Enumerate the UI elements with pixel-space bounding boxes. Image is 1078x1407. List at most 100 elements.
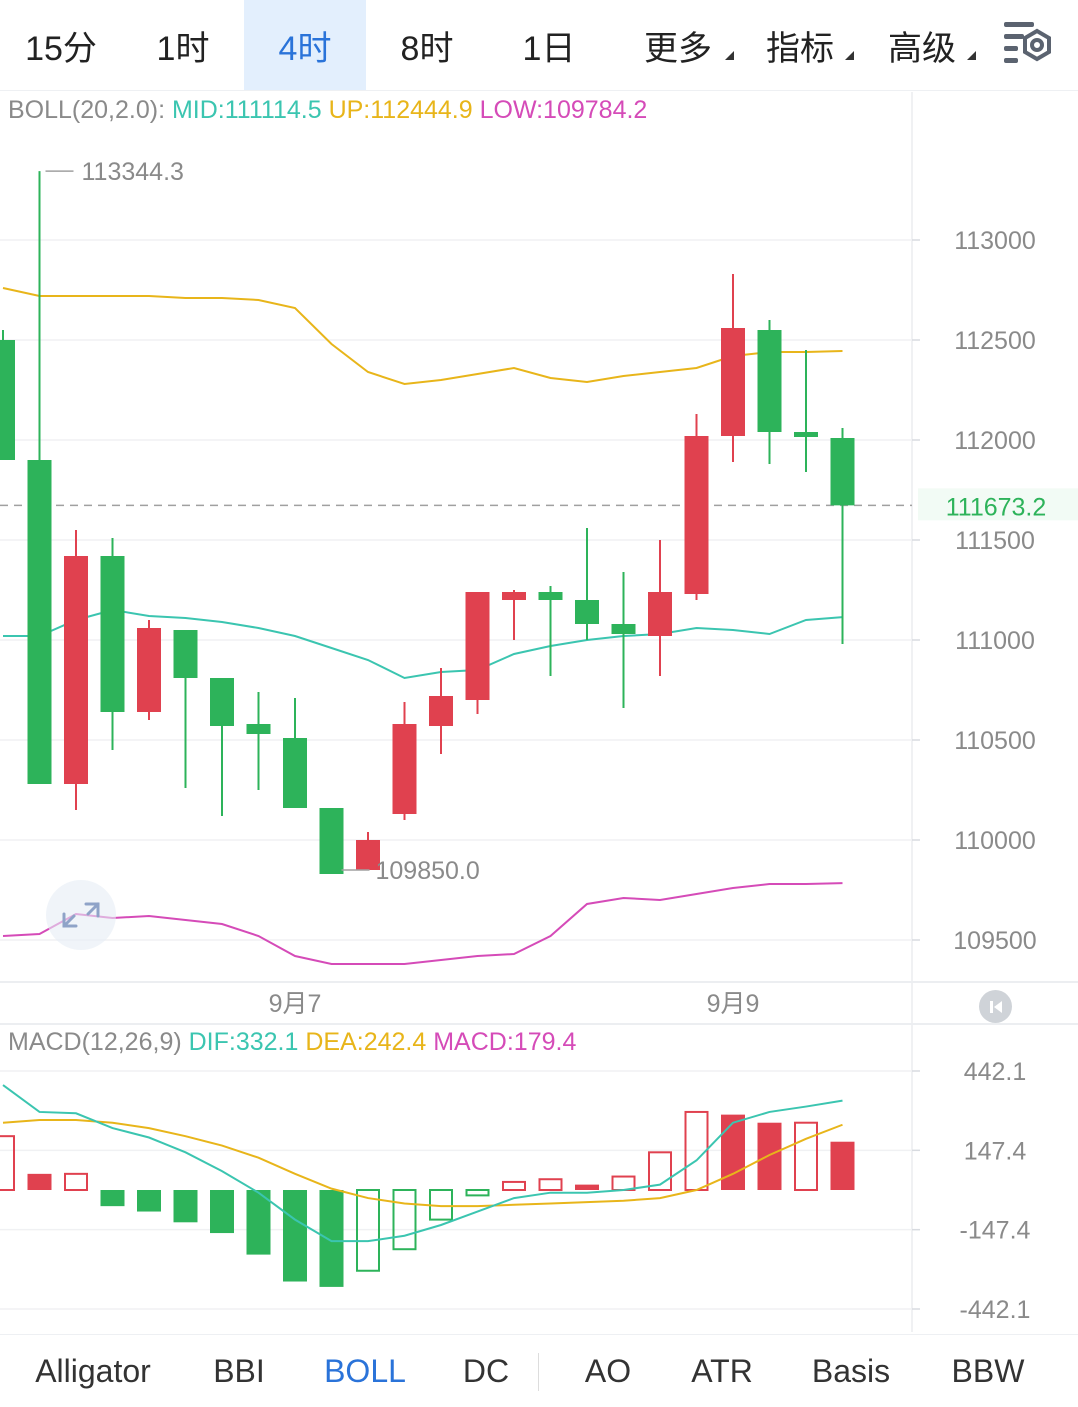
chart-grid (0, 92, 1078, 1332)
macd-histogram-bar (392, 1189, 417, 1251)
macd-histogram-bar (648, 1151, 672, 1191)
price-axis-label: 111000 (955, 627, 1035, 655)
macd-histogram-bar (100, 1190, 125, 1207)
expand-icon (62, 902, 100, 928)
indicator-label: BOLL (324, 1352, 406, 1389)
macd-histogram-bar (502, 1180, 526, 1192)
price-axis-label: 112500 (954, 327, 1036, 355)
boll-mid-line (3, 608, 843, 680)
indicator-dc[interactable]: DC (436, 1335, 536, 1407)
macd-histogram-bar (283, 1190, 307, 1282)
macd-dif-value: DIF:332.1 (188, 1028, 299, 1056)
candle-body (684, 436, 709, 594)
macd-histogram-bar (246, 1190, 271, 1255)
macd-histogram-bar (830, 1141, 855, 1190)
price-axis-label: 111500 (955, 527, 1035, 555)
price-axis-label: 112000 (954, 427, 1036, 455)
boll-bands (2, 287, 843, 965)
macd-axis-label: -442.1 (960, 1296, 1031, 1324)
price-markers: 113344.3 109850.0 (45, 158, 480, 885)
reset-scroll-icon (989, 1000, 1002, 1013)
candle-body (575, 600, 599, 624)
tab-15m[interactable]: 15分 (0, 0, 122, 90)
high-marker-label: 113344.3 (82, 158, 184, 186)
indicator-label: Alligator (35, 1352, 151, 1389)
tab-8h[interactable]: 8时 (366, 0, 488, 90)
price-axis-label: 109500 (953, 927, 1036, 955)
indicator-label: ATR (691, 1352, 753, 1389)
indicator-label: DC (462, 1352, 510, 1389)
dropdown-triangle-icon (967, 51, 976, 60)
candle-body (27, 460, 52, 784)
macd-name: MACD(12,26,9) (8, 1028, 182, 1056)
tab-label: 4时 (278, 29, 332, 68)
indicator-label: BBI (213, 1352, 265, 1389)
macd-axis-label: 147.4 (964, 1137, 1027, 1165)
indicator-ao[interactable]: AO (556, 1335, 660, 1407)
price-axis-label: 110500 (954, 727, 1036, 755)
tab-more[interactable]: 更多 (620, 0, 736, 90)
tab-label: 更多 (644, 29, 712, 68)
tab-4h[interactable]: 4时 (244, 0, 366, 90)
timeframe-bar: 15分 1时 4时 8时 1日 更多 指标 高级 (0, 0, 1078, 91)
candle-body (64, 556, 88, 784)
macd-histogram-bar (210, 1190, 234, 1234)
candle-body (429, 696, 453, 726)
tab-1d[interactable]: 1日 (488, 0, 610, 90)
boll-up-value: UP:112444.9 (328, 96, 473, 124)
macd-macd-value: MACD:179.4 (433, 1028, 577, 1056)
current-price-label: 111673.2 (946, 493, 1047, 521)
expand-chart-button[interactable] (46, 880, 116, 950)
boll-lower-line (2, 882, 843, 965)
tab-label: 15分 (25, 29, 97, 68)
tab-indicators[interactable]: 指标 (744, 0, 856, 90)
candle-body (538, 592, 563, 600)
candle-body (356, 840, 380, 870)
indicator-label: BBW (951, 1352, 1025, 1389)
date-axis-label: 9月7 (269, 990, 322, 1018)
candle-body (210, 678, 234, 726)
candle-body (794, 432, 818, 437)
candle-body (173, 630, 198, 678)
macd-histogram-bar (575, 1184, 599, 1190)
candle-body (721, 328, 745, 436)
dropdown-triangle-icon (845, 51, 854, 60)
date-axis-label: 9月9 (707, 990, 760, 1018)
chart-settings-icon (1004, 22, 1051, 63)
indicator-bbw[interactable]: BBW (928, 1335, 1048, 1407)
candle-body (830, 438, 855, 506)
tab-1h[interactable]: 1时 (122, 0, 244, 90)
macd-histogram-bar (465, 1189, 490, 1197)
chart-settings-button[interactable] (996, 14, 1058, 76)
candle-body (502, 592, 526, 600)
candle-body (611, 624, 636, 634)
macd-dea-line (2, 1119, 843, 1208)
candle-body (757, 330, 782, 432)
indicator-label: Basis (811, 1352, 891, 1389)
reset-scroll-button[interactable] (979, 990, 1012, 1023)
dropdown-triangle-icon (725, 51, 734, 60)
indicator-bbi[interactable]: BBI (184, 1335, 294, 1407)
indicator-boll[interactable]: BOLL (304, 1335, 426, 1407)
macd-histogram-bar (0, 1135, 15, 1191)
boll-low-value: LOW:109784.2 (479, 96, 648, 124)
low-marker-label: 109850.0 (376, 857, 480, 885)
macd-header: MACD(12,26,9) DIF:332.1 DEA:242.4 MACD:1… (8, 1028, 576, 1057)
macd-histogram-bar (794, 1121, 818, 1191)
tab-advanced[interactable]: 高级 (866, 0, 978, 90)
date-axis: 9月7 9月9 (269, 990, 760, 1018)
macd-histogram-bar (27, 1173, 52, 1190)
indicator-atr[interactable]: ATR (670, 1335, 774, 1407)
macd-axis-label: -147.4 (960, 1217, 1031, 1245)
indicator-basis[interactable]: Basis (790, 1335, 912, 1407)
indicator-label: AO (584, 1352, 632, 1389)
indicator-alligator[interactable]: Alligator (14, 1335, 172, 1407)
candles (0, 171, 855, 874)
price-axis-label: 110000 (954, 827, 1036, 855)
candle-body (100, 556, 125, 712)
macd-histogram-bar (173, 1190, 198, 1223)
candle-body (392, 724, 417, 814)
current-price-bg (918, 488, 1078, 521)
boll-name: BOLL(20,2.0): (8, 96, 166, 124)
